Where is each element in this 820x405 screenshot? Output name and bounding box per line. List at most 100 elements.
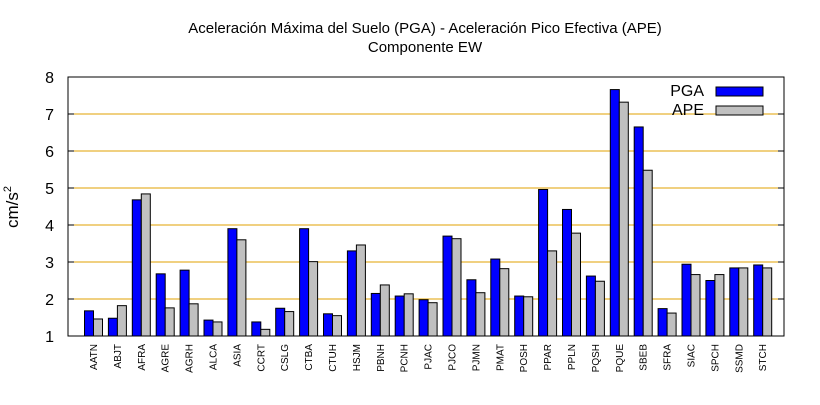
bar-pga-agrh (179, 269, 190, 337)
bar-ape-ppln (571, 232, 581, 337)
bar-pga-abjt (107, 317, 118, 337)
bar-pga-pjmn (466, 279, 477, 337)
x-tick-label: SBEB (639, 344, 650, 371)
x-tick-label: STCH (758, 344, 769, 371)
x-tick-label: CCRT (256, 344, 267, 372)
bar-ape-posh (523, 296, 534, 337)
bar-pga-pjco (442, 235, 453, 337)
bar-ape-pcnh (403, 293, 414, 337)
bar-ape-afra (140, 193, 151, 337)
bar-ape-stch (762, 267, 773, 337)
y-tick-label: 1 (45, 329, 54, 346)
legend-label-pga: PGA (670, 83, 704, 100)
bar-ape-ctuh (332, 315, 342, 337)
bar-ape-abjt (116, 305, 127, 337)
bar-pga-cslg (275, 307, 286, 337)
bars-layer (84, 89, 773, 337)
x-tick-label: PMAT (495, 344, 506, 371)
y-tick-label: 4 (45, 218, 54, 235)
bar-ape-pjco (451, 238, 462, 337)
y-axis-label-exponent: 2 (2, 186, 14, 192)
bar-ape-pjmn (475, 292, 486, 337)
bar-pga-sbeb (633, 126, 644, 337)
legend-label-ape: APE (672, 102, 704, 119)
x-tick-label: ABJT (113, 344, 124, 368)
bar-ape-ppar (547, 250, 558, 337)
y-axis-label: cm/s2 (2, 186, 22, 228)
bar-pga-ppln (562, 208, 572, 337)
x-tick-label: ASIA (232, 344, 243, 367)
y-tick-label: 8 (45, 70, 54, 87)
bar-ape-sbeb (642, 169, 653, 337)
bar-pga-pqsh (585, 275, 596, 337)
bar-pga-ppar (538, 188, 549, 337)
grid-layer (68, 113, 784, 300)
bar-pga-aatn (84, 310, 94, 337)
x-tick-label: SFRA (663, 344, 674, 371)
bar-ape-hsjm (355, 244, 366, 337)
x-tick-label: PPAR (543, 344, 554, 371)
bar-pga-sfra (657, 308, 668, 337)
x-tick-label: PBNH (376, 344, 387, 372)
x-tick-label: PCNH (400, 344, 411, 372)
chart-subtitle: Componente EW (368, 39, 483, 56)
bar-ape-pqsh (594, 280, 605, 337)
x-tick-label: AGRH (185, 344, 196, 373)
bar-ape-siac (690, 274, 701, 337)
bar-pga-ctuh (323, 313, 333, 337)
y-tick-label: 3 (45, 255, 54, 272)
bar-pga-pmat (490, 258, 501, 337)
legend-swatch-pga (715, 86, 764, 97)
bar-pga-pbnh (370, 292, 381, 337)
bar-pga-asia (227, 228, 238, 337)
bar-pga-pcnh (394, 295, 405, 337)
x-tick-label: SPCH (710, 344, 721, 372)
bar-ape-cslg (284, 311, 295, 337)
bar-ape-spch (714, 274, 725, 337)
bar-ape-alca (212, 321, 223, 337)
x-tick-label: SSMD (734, 344, 745, 373)
y-tick-labels: 1 2 3 4 5 6 7 8 (45, 70, 784, 346)
x-tick-label: PJCO (448, 344, 459, 371)
chart-title: Aceleración Máxima del Suelo (PGA) - Ace… (188, 20, 662, 37)
bar-ape-aatn (93, 318, 103, 337)
bar-ape-ctba (308, 261, 319, 337)
x-tick-label: PJAC (424, 344, 435, 370)
x-tick-label: AATN (89, 344, 100, 370)
bar-ape-pbnh (379, 284, 390, 337)
bar-pga-hsjm (346, 250, 357, 337)
x-tick-label: SIAC (687, 344, 698, 367)
bar-pga-spch (705, 280, 716, 337)
bar-ape-ccrt (260, 328, 271, 337)
legend-swatch-ape (715, 105, 764, 116)
bar-ape-agre (164, 307, 175, 337)
bar-ape-agrh (188, 303, 199, 337)
bar-pga-ssmd (729, 267, 740, 337)
bar-ape-pjac (427, 302, 438, 337)
bar-ape-asia (236, 239, 247, 337)
bar-pga-pjac (418, 299, 429, 337)
x-tick-label: PPLN (567, 344, 578, 370)
x-tick-label: AFRA (137, 344, 148, 371)
x-tick-label: PQUE (615, 344, 626, 373)
x-tick-label: HSJM (352, 344, 363, 371)
bar-ape-pmat (499, 268, 510, 337)
bar-pga-afra (131, 199, 142, 337)
bar-ape-pque (618, 101, 629, 337)
x-tick-label: POSH (519, 344, 530, 372)
y-axis-label-unit: cm/s (3, 192, 22, 228)
bar-pga-alca (203, 319, 214, 337)
x-tick-label: PJMN (471, 344, 482, 371)
bar-ape-ssmd (738, 267, 749, 337)
bar-pga-ctba (299, 228, 310, 337)
bar-pga-agre (155, 273, 166, 337)
bar-ape-sfra (666, 312, 677, 337)
bar-pga-ccrt (251, 321, 262, 337)
bar-pga-pque (609, 89, 620, 337)
x-tick-label: AGRE (161, 344, 172, 373)
legend: PGA APE (670, 83, 764, 119)
y-tick-label: 2 (45, 292, 54, 309)
x-tick-labels: AATN ABJT AFRA AGRE AGRH ALCA ASIA CCRT CSLG CTBA… (89, 344, 769, 373)
